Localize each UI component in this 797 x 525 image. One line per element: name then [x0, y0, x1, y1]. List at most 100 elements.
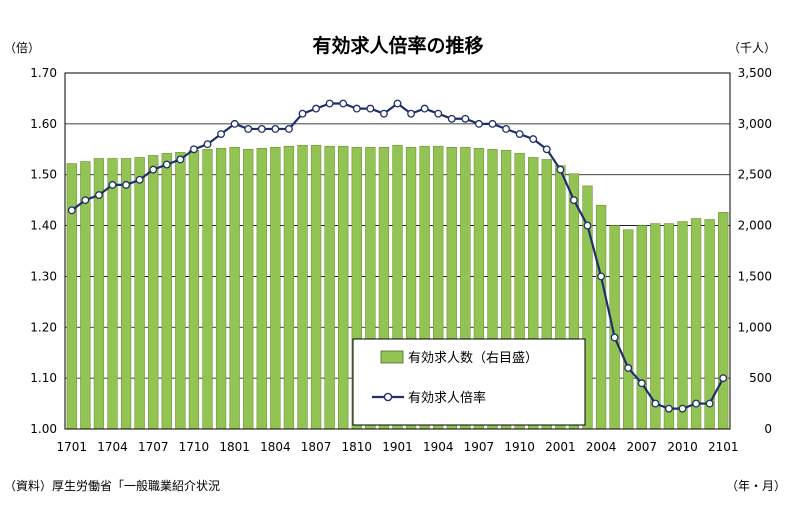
- x-tick-label: 1910: [504, 440, 535, 454]
- left-axis-ticks: 1.00 1.10 1.20 1.30 1.40 1.50 1.60 1.70: [30, 66, 57, 436]
- ratio-point: [230, 119, 239, 128]
- bar: [120, 158, 132, 430]
- ratio-point: [610, 333, 619, 342]
- ratio-point: [447, 114, 456, 123]
- legend: 有効求人数（右目盛） 有効求人倍率: [352, 338, 586, 426]
- bar: [161, 153, 172, 430]
- x-tick-label: 1901: [382, 440, 413, 454]
- ratio-point: [312, 104, 321, 113]
- x-tick-label: 1704: [97, 440, 128, 454]
- legend-line-label: 有効求人倍率: [408, 390, 486, 406]
- bar: [636, 225, 647, 430]
- ratio-point: [556, 165, 565, 174]
- x-tick-label: 1710: [179, 440, 210, 454]
- right-tick-label: 3,500: [738, 66, 772, 80]
- bar: [270, 147, 281, 430]
- bar: [324, 145, 335, 430]
- x-tick-label: 1801: [219, 440, 250, 454]
- ratio-point: [94, 191, 103, 200]
- right-tick-label: 500: [749, 371, 772, 385]
- right-tick-label: 2,000: [738, 219, 772, 233]
- left-tick-label: 1.00: [30, 422, 57, 436]
- ratio-point: [678, 404, 687, 413]
- bar: [175, 152, 186, 430]
- bar: [595, 204, 607, 430]
- ratio-point: [515, 130, 524, 138]
- ratio-point: [420, 104, 429, 113]
- ratio-point: [284, 124, 293, 133]
- ratio-point: [542, 145, 551, 154]
- bar: [107, 158, 118, 430]
- bar: [663, 223, 675, 430]
- ratio-point: [379, 109, 388, 118]
- right-tick-label: 1,000: [738, 320, 772, 334]
- x-tick-label: 1701: [57, 440, 88, 454]
- ratio-point: [257, 124, 266, 133]
- right-tick-label: 0: [764, 422, 772, 436]
- ratio-point: [366, 104, 375, 113]
- chart-title: 有効求人倍率の推移: [312, 34, 483, 57]
- ratio-point: [67, 206, 76, 215]
- ratio-line: [67, 99, 728, 413]
- left-axis-unit: （倍）: [4, 40, 40, 55]
- x-tick-label: 1804: [260, 440, 291, 454]
- bar: [310, 144, 322, 430]
- ratio-point: [339, 99, 348, 108]
- x-tick-label: 2101: [708, 440, 739, 454]
- ratio-point: [624, 364, 633, 372]
- ratio-point: [81, 196, 90, 205]
- bar: [718, 212, 729, 430]
- bar: [229, 147, 240, 430]
- bar: [202, 149, 213, 430]
- legend-line-marker: [383, 392, 393, 402]
- ratio-point: [298, 109, 307, 118]
- ratio-point: [325, 99, 334, 108]
- bar: [134, 157, 145, 430]
- bar: [148, 155, 159, 430]
- ratio-point: [692, 399, 701, 408]
- bar: [256, 148, 267, 430]
- ratio-point: [569, 196, 578, 205]
- ratio-point: [352, 104, 361, 113]
- bar: [243, 149, 254, 430]
- right-tick-label: 2,500: [738, 168, 772, 182]
- x-tick-label: 2010: [667, 440, 698, 454]
- right-axis-ticks: 0 500 1,000 1,500 2,000 2,500 3,000 3,500: [738, 66, 772, 436]
- right-tick-label: 3,000: [738, 117, 772, 131]
- x-axis-unit: （年・月）: [726, 479, 786, 493]
- ratio-point: [637, 379, 646, 388]
- ratio-point: [705, 399, 714, 408]
- ratio-point: [162, 160, 171, 169]
- ratio-point: [122, 180, 131, 189]
- bar: [283, 145, 295, 430]
- right-tick-label: 1,500: [738, 269, 772, 283]
- bar: [93, 158, 105, 430]
- bar: [66, 163, 77, 430]
- ratio-point: [271, 124, 280, 133]
- bars: [66, 144, 729, 430]
- x-tick-label: 1907: [464, 440, 495, 454]
- x-tick-label: 1904: [423, 440, 454, 454]
- left-tick-label: 1.10: [30, 371, 57, 385]
- ratio-point: [651, 399, 660, 408]
- ratio-point: [108, 180, 117, 189]
- bar: [338, 145, 349, 430]
- bar: [609, 225, 620, 430]
- ratio-point: [529, 135, 538, 144]
- x-tick-label: 1810: [342, 440, 373, 454]
- ratio-point: [217, 130, 226, 138]
- left-tick-label: 1.60: [30, 117, 57, 131]
- x-tick-label: 1707: [138, 440, 169, 454]
- bar: [188, 150, 200, 430]
- right-axis-unit: （千人）: [728, 41, 776, 55]
- legend-bar-swatch: [380, 350, 404, 364]
- ratio-point: [597, 272, 606, 281]
- x-tick-label: 2001: [545, 440, 576, 454]
- left-tick-label: 1.50: [30, 168, 57, 182]
- bar: [623, 229, 634, 430]
- ratio-point: [474, 119, 483, 128]
- ratio-point: [407, 109, 416, 118]
- ratio-point: [244, 124, 253, 133]
- legend-bar-label: 有効求人数（右目盛）: [408, 351, 538, 366]
